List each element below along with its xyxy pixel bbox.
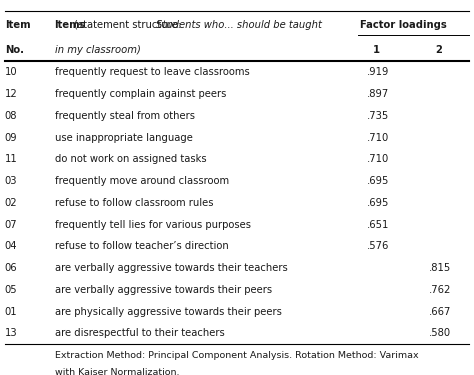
Text: 13: 13 — [5, 328, 18, 338]
Text: 1: 1 — [373, 45, 381, 55]
Text: 08: 08 — [5, 111, 17, 121]
Text: .815: .815 — [429, 263, 451, 273]
Text: are verbally aggressive towards their teachers: are verbally aggressive towards their te… — [55, 263, 287, 273]
Text: .710: .710 — [367, 154, 390, 164]
Text: do not work on assigned tasks: do not work on assigned tasks — [55, 154, 206, 164]
Text: 10: 10 — [5, 68, 18, 77]
Text: .735: .735 — [367, 111, 390, 121]
Text: No.: No. — [5, 45, 24, 55]
Text: 01: 01 — [5, 307, 18, 316]
Text: 06: 06 — [5, 263, 18, 273]
Text: .919: .919 — [367, 68, 390, 77]
Text: are disrespectful to their teachers: are disrespectful to their teachers — [55, 328, 224, 338]
Text: 05: 05 — [5, 285, 18, 295]
Text: 12: 12 — [5, 89, 18, 99]
Text: refuse to follow teacher’s direction: refuse to follow teacher’s direction — [55, 242, 228, 251]
Text: 02: 02 — [5, 198, 18, 208]
Text: .710: .710 — [367, 133, 390, 142]
Text: Extraction Method: Principal Component Analysis. Rotation Method: Varimax: Extraction Method: Principal Component A… — [55, 351, 418, 360]
Text: .667: .667 — [429, 307, 451, 316]
Text: .651: .651 — [367, 220, 390, 230]
Text: in my classroom): in my classroom) — [55, 45, 140, 55]
Text: frequently steal from others: frequently steal from others — [55, 111, 194, 121]
Text: 07: 07 — [5, 220, 18, 230]
Text: frequently tell lies for various purposes: frequently tell lies for various purpose… — [55, 220, 251, 230]
Text: frequently complain against peers: frequently complain against peers — [55, 89, 226, 99]
Text: Students who... should be taught: Students who... should be taught — [156, 20, 322, 30]
Text: 09: 09 — [5, 133, 18, 142]
Text: are physically aggressive towards their peers: are physically aggressive towards their … — [55, 307, 282, 316]
Text: .762: .762 — [429, 285, 451, 295]
Text: frequently move around classroom: frequently move around classroom — [55, 176, 228, 186]
Text: .580: .580 — [429, 328, 451, 338]
Text: 11: 11 — [5, 154, 18, 164]
Text: 2: 2 — [435, 45, 442, 55]
Text: .576: .576 — [367, 242, 390, 251]
Text: are verbally aggressive towards their peers: are verbally aggressive towards their pe… — [55, 285, 272, 295]
Text: 03: 03 — [5, 176, 17, 186]
Text: .695: .695 — [367, 198, 390, 208]
Text: 04: 04 — [5, 242, 17, 251]
Text: Items: Items — [55, 20, 86, 30]
Text: .695: .695 — [367, 176, 390, 186]
Text: (statement structure:: (statement structure: — [74, 20, 184, 30]
Text: Factor loadings: Factor loadings — [360, 20, 447, 30]
Text: frequently request to leave classrooms: frequently request to leave classrooms — [55, 68, 249, 77]
Text: with Kaiser Normalization.: with Kaiser Normalization. — [55, 368, 179, 375]
Text: refuse to follow classroom rules: refuse to follow classroom rules — [55, 198, 213, 208]
Text: Item: Item — [5, 20, 30, 30]
Text: use inappropriate language: use inappropriate language — [55, 133, 192, 142]
Text: .897: .897 — [367, 89, 390, 99]
